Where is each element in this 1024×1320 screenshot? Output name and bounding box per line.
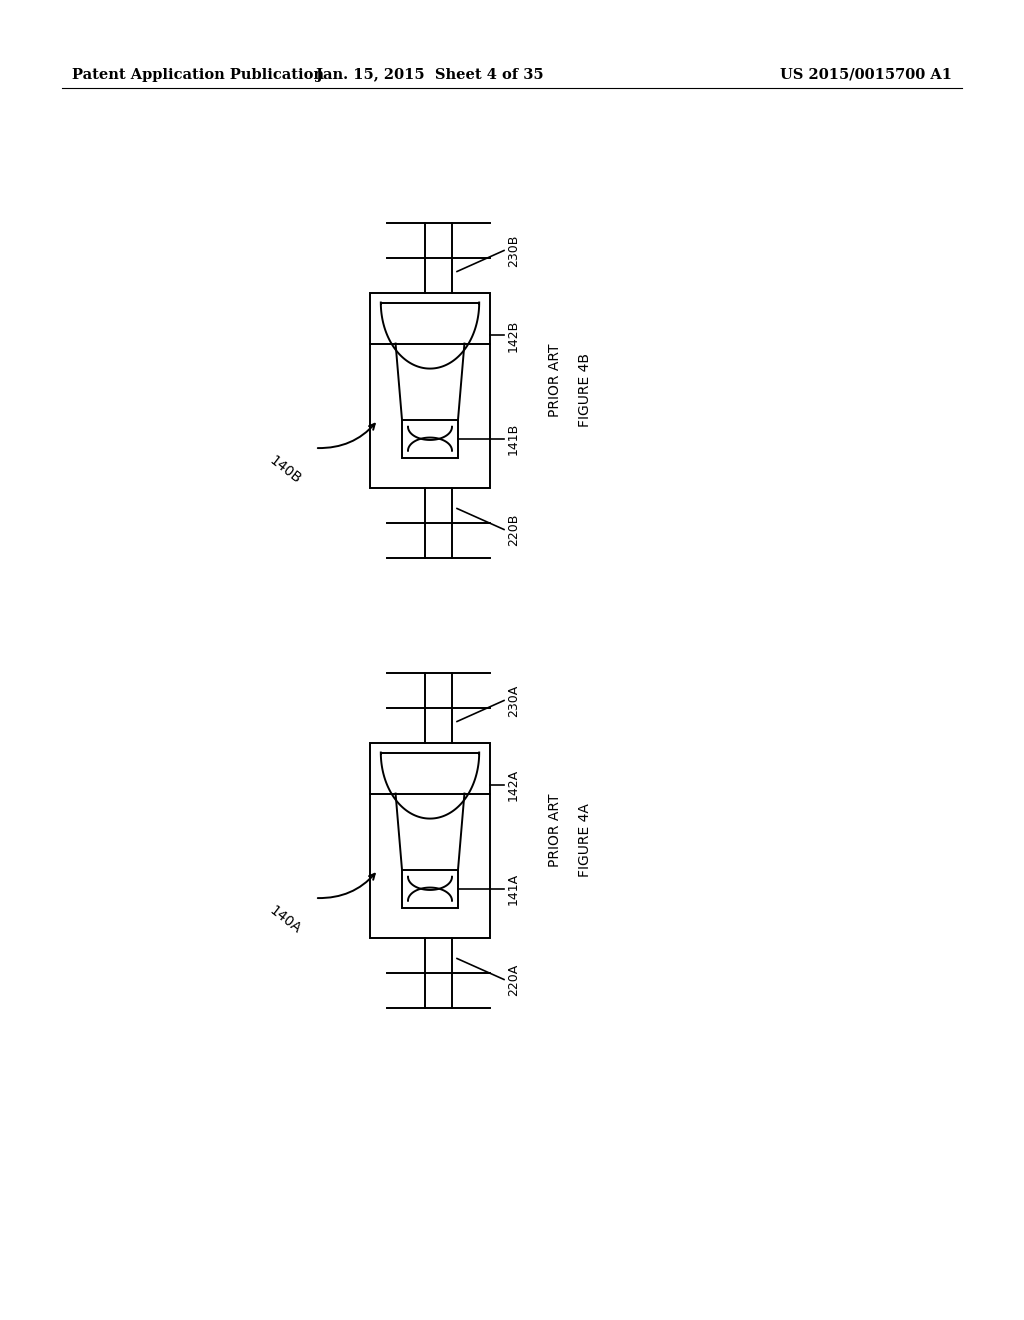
Text: 141A: 141A: [507, 873, 520, 904]
Text: Patent Application Publication: Patent Application Publication: [72, 69, 324, 82]
Text: FIGURE 4B: FIGURE 4B: [578, 352, 592, 426]
Text: 141B: 141B: [507, 422, 520, 455]
Bar: [370, 742, 490, 937]
Bar: [370, 293, 490, 487]
Text: 220B: 220B: [507, 513, 520, 545]
Text: PRIOR ART: PRIOR ART: [548, 793, 562, 867]
Text: 230A: 230A: [507, 684, 520, 717]
Text: 142A: 142A: [507, 770, 520, 801]
Text: US 2015/0015700 A1: US 2015/0015700 A1: [780, 69, 952, 82]
Text: 142B: 142B: [507, 319, 520, 351]
Text: 220A: 220A: [507, 964, 520, 995]
Text: Jan. 15, 2015  Sheet 4 of 35: Jan. 15, 2015 Sheet 4 of 35: [316, 69, 544, 82]
Bar: [402, 870, 458, 908]
FancyArrowPatch shape: [317, 424, 375, 447]
Text: 230B: 230B: [507, 235, 520, 267]
Text: FIGURE 4A: FIGURE 4A: [578, 803, 592, 876]
Bar: [402, 420, 458, 458]
FancyArrowPatch shape: [317, 874, 375, 898]
Text: PRIOR ART: PRIOR ART: [548, 343, 562, 417]
Text: 140A: 140A: [266, 903, 303, 937]
Text: 140B: 140B: [266, 453, 303, 487]
